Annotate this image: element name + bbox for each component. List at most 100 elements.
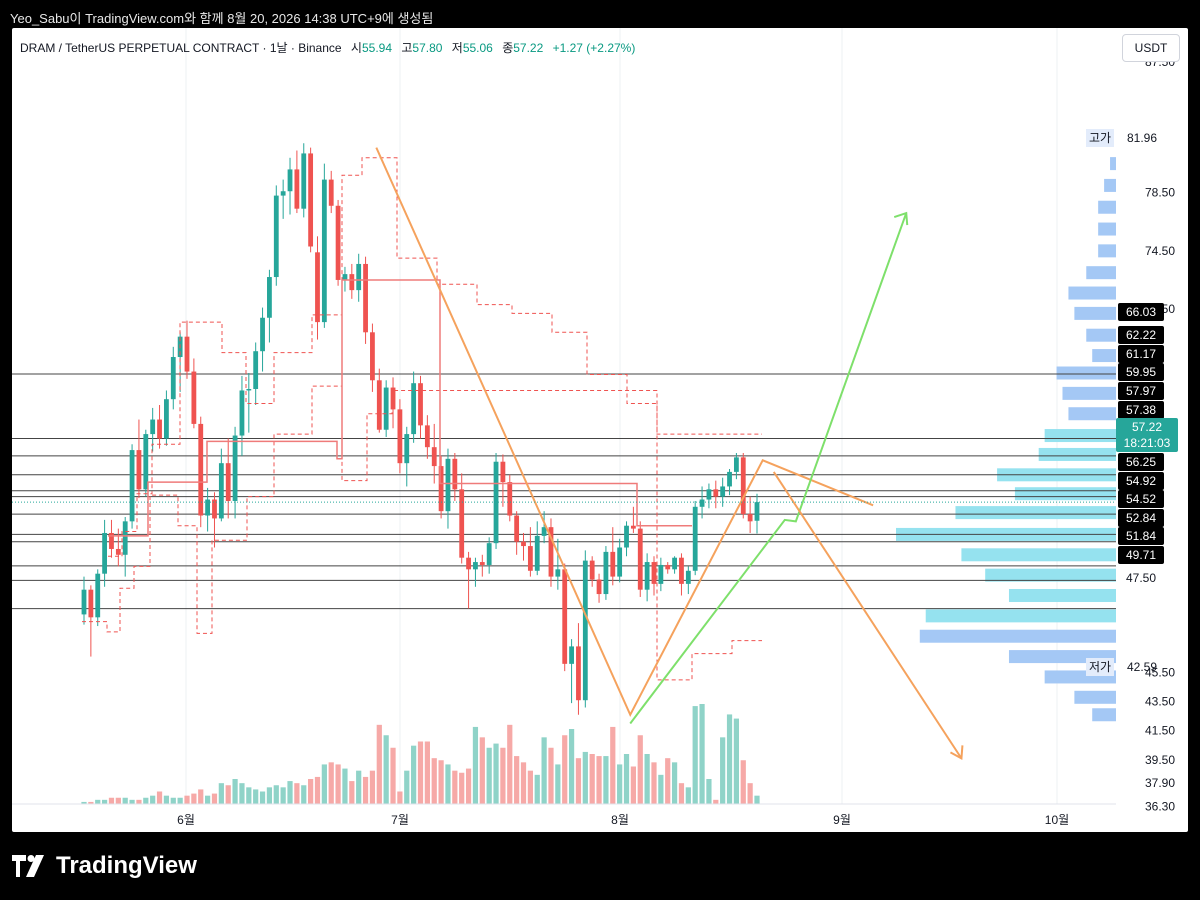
low-label-text: 저가 bbox=[1089, 660, 1111, 674]
volume-bar bbox=[101, 799, 108, 804]
candle-body bbox=[150, 419, 156, 435]
candle-body bbox=[672, 557, 677, 570]
volume-profile-bar bbox=[955, 506, 1116, 520]
volume-bar bbox=[603, 756, 609, 804]
candle-body bbox=[589, 560, 595, 580]
currency-button[interactable]: USDT bbox=[1122, 34, 1180, 62]
level-tag-label: 56.25 bbox=[1126, 455, 1156, 469]
level-tag-box bbox=[1118, 326, 1164, 344]
bearish-arrow-head bbox=[949, 745, 964, 760]
volume-profile-bar bbox=[1074, 306, 1116, 320]
volume-bar bbox=[514, 756, 520, 804]
volume-bar bbox=[225, 785, 231, 804]
candle-body bbox=[102, 532, 108, 574]
candle-body bbox=[356, 263, 362, 291]
volume-bar bbox=[404, 770, 410, 804]
volume-bar bbox=[589, 754, 595, 804]
candle-body bbox=[225, 463, 231, 501]
volume-bar bbox=[156, 791, 163, 804]
candle-body bbox=[479, 562, 485, 565]
volume-bar bbox=[568, 729, 575, 804]
volume-profile-bar bbox=[985, 568, 1116, 582]
volume-bar bbox=[390, 747, 396, 804]
candle-body bbox=[218, 463, 224, 519]
volume-bar bbox=[218, 783, 224, 804]
candle-body bbox=[115, 548, 121, 555]
volume-bar bbox=[740, 760, 746, 804]
volume-bar bbox=[205, 795, 211, 804]
candle-body bbox=[232, 435, 238, 501]
candle-body bbox=[720, 486, 726, 497]
candle-body bbox=[747, 514, 753, 522]
candle-body bbox=[651, 562, 657, 584]
candle-body bbox=[184, 336, 190, 372]
volume-bar bbox=[349, 781, 355, 804]
volume-bar bbox=[239, 783, 245, 804]
open-value: 55.94 bbox=[361, 41, 392, 55]
candle-body bbox=[452, 458, 458, 490]
volume-profile-bar bbox=[1086, 266, 1116, 280]
volume-bar bbox=[301, 785, 307, 804]
volume-bar bbox=[534, 774, 540, 804]
volume-bar bbox=[122, 797, 128, 804]
candle-body bbox=[555, 569, 561, 577]
y-tick-label: 78.50 bbox=[1145, 186, 1175, 200]
volume-bar bbox=[644, 754, 650, 804]
volume-bar bbox=[733, 718, 740, 804]
tradingview-logo[interactable]: TradingView bbox=[12, 852, 197, 880]
volume-bar bbox=[95, 799, 101, 804]
symbol-legend: DRAM / TetherUS PERPETUAL CONTRACT · 1날 … bbox=[20, 39, 635, 56]
price-chart[interactable]: 6월7월8월9월10월87.5078.5074.5070.5045.5043.5… bbox=[12, 28, 1188, 832]
volume-bar bbox=[630, 766, 636, 804]
level-tag-box bbox=[1118, 345, 1164, 363]
level-tag-label: 54.52 bbox=[1126, 492, 1156, 506]
volume-bar bbox=[431, 758, 437, 804]
volume-bar bbox=[520, 762, 527, 804]
candle-body bbox=[754, 502, 760, 521]
header-text: Yeo_Sabu이 TradingView.com와 함께 8월 20, 202… bbox=[10, 11, 434, 26]
chart-frame[interactable]: 6월7월8월9월10월87.5078.5074.5070.5045.5043.5… bbox=[12, 28, 1188, 832]
volume-bar bbox=[479, 737, 485, 804]
candle-body bbox=[404, 434, 410, 464]
candle-body bbox=[733, 457, 739, 472]
volume-bar bbox=[713, 799, 719, 804]
candle-body bbox=[603, 551, 609, 595]
volume-bar bbox=[459, 772, 465, 804]
candle-body bbox=[438, 466, 444, 512]
candle-body bbox=[418, 383, 423, 426]
zigzag-pattern-line bbox=[375, 147, 874, 718]
volume-bar bbox=[163, 795, 170, 804]
x-tick-label: 6월 bbox=[177, 813, 195, 827]
volume-bar bbox=[356, 770, 362, 804]
volume-bar bbox=[582, 751, 588, 804]
volume-bar bbox=[665, 758, 671, 804]
volume-bar bbox=[280, 787, 286, 804]
volume-bar bbox=[637, 735, 643, 804]
volume-bar bbox=[232, 779, 238, 804]
high-label-text: 고가 bbox=[1089, 131, 1111, 145]
low-label-value: 42.59 bbox=[1127, 660, 1157, 674]
candle-body bbox=[521, 541, 526, 547]
candle-body bbox=[397, 409, 403, 464]
volume-bar bbox=[287, 781, 293, 804]
candle-body bbox=[301, 153, 307, 209]
y-tick-label: 37.90 bbox=[1145, 776, 1175, 790]
candle-body bbox=[740, 457, 746, 515]
volume-profile-bar bbox=[925, 609, 1116, 623]
volume-bar bbox=[273, 785, 279, 804]
last-price-tag bbox=[1116, 418, 1178, 452]
candle-body bbox=[390, 387, 396, 410]
volume-profile-bar bbox=[1098, 244, 1116, 258]
volume-profile-bar bbox=[1044, 429, 1116, 443]
x-tick-label: 7월 bbox=[391, 813, 409, 827]
candle-body bbox=[191, 371, 197, 424]
level-tag-label: 57.38 bbox=[1126, 403, 1156, 417]
candle-body bbox=[363, 263, 368, 333]
volume-bar bbox=[321, 764, 327, 804]
candle-body bbox=[596, 579, 602, 595]
candle-body bbox=[370, 332, 375, 381]
volume-bar bbox=[596, 756, 602, 804]
candle-body bbox=[308, 153, 314, 247]
candle-body bbox=[267, 277, 272, 318]
candle-body bbox=[273, 195, 279, 278]
